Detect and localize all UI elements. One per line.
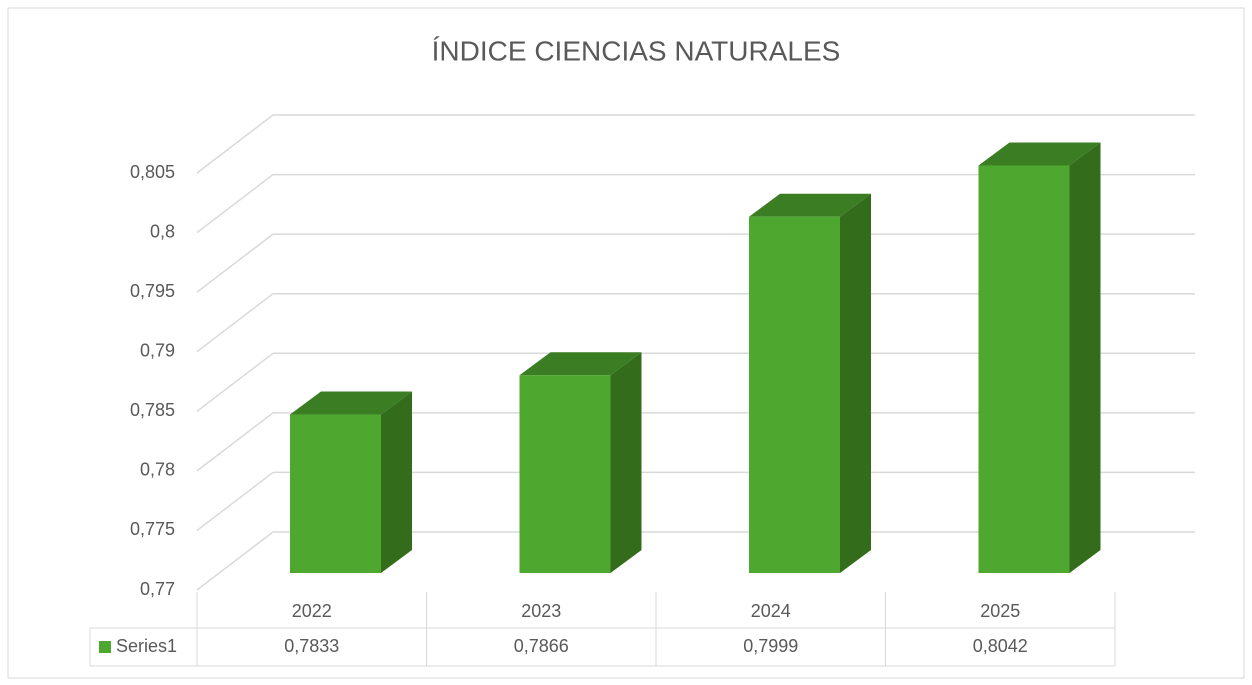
y-tick-label: 0,78: [140, 460, 175, 480]
bar-side: [840, 193, 871, 573]
y-tick-label: 0,775: [130, 519, 175, 539]
bar-side: [381, 391, 412, 573]
y-tick-label: 0,805: [130, 162, 175, 182]
bar-top: [519, 352, 642, 376]
chart-title: ÍNDICE CIENCIAS NATURALES: [432, 35, 841, 66]
bar: [749, 216, 840, 573]
y-tick-label: 0,785: [130, 400, 175, 420]
bar: [290, 414, 381, 573]
bar-top: [290, 391, 412, 415]
value-label: 0,8042: [973, 636, 1028, 656]
y-tick-label: 0,8: [150, 221, 175, 241]
grid-line: [196, 352, 274, 412]
y-tick-label: 0,77: [140, 579, 175, 599]
value-label: 0,7833: [284, 636, 339, 656]
x-tick-label: 2022: [292, 601, 332, 621]
grid-line: [196, 173, 274, 234]
legend-label: Series1: [116, 636, 177, 656]
bar-top: [978, 142, 1101, 166]
grid-line: [196, 412, 274, 472]
bar-top: [749, 193, 871, 217]
y-tick-label: 0,79: [140, 340, 175, 360]
bar-side: [1069, 142, 1101, 573]
value-label: 0,7999: [743, 636, 798, 656]
x-tick-label: 2023: [521, 601, 561, 621]
value-label: 0,7866: [514, 636, 569, 656]
x-tick-label: 2025: [980, 601, 1020, 621]
grid-line: [196, 233, 274, 293]
grid-line: [196, 293, 274, 353]
legend-key: [99, 641, 111, 653]
y-tick-label: 0,795: [130, 281, 175, 301]
grid-line: [196, 531, 274, 591]
bar: [519, 375, 611, 573]
grid-line: [196, 114, 274, 174]
grid-line: [196, 471, 274, 532]
x-tick-label: 2024: [751, 601, 791, 621]
bar: [978, 165, 1070, 573]
bar-side: [610, 352, 642, 573]
